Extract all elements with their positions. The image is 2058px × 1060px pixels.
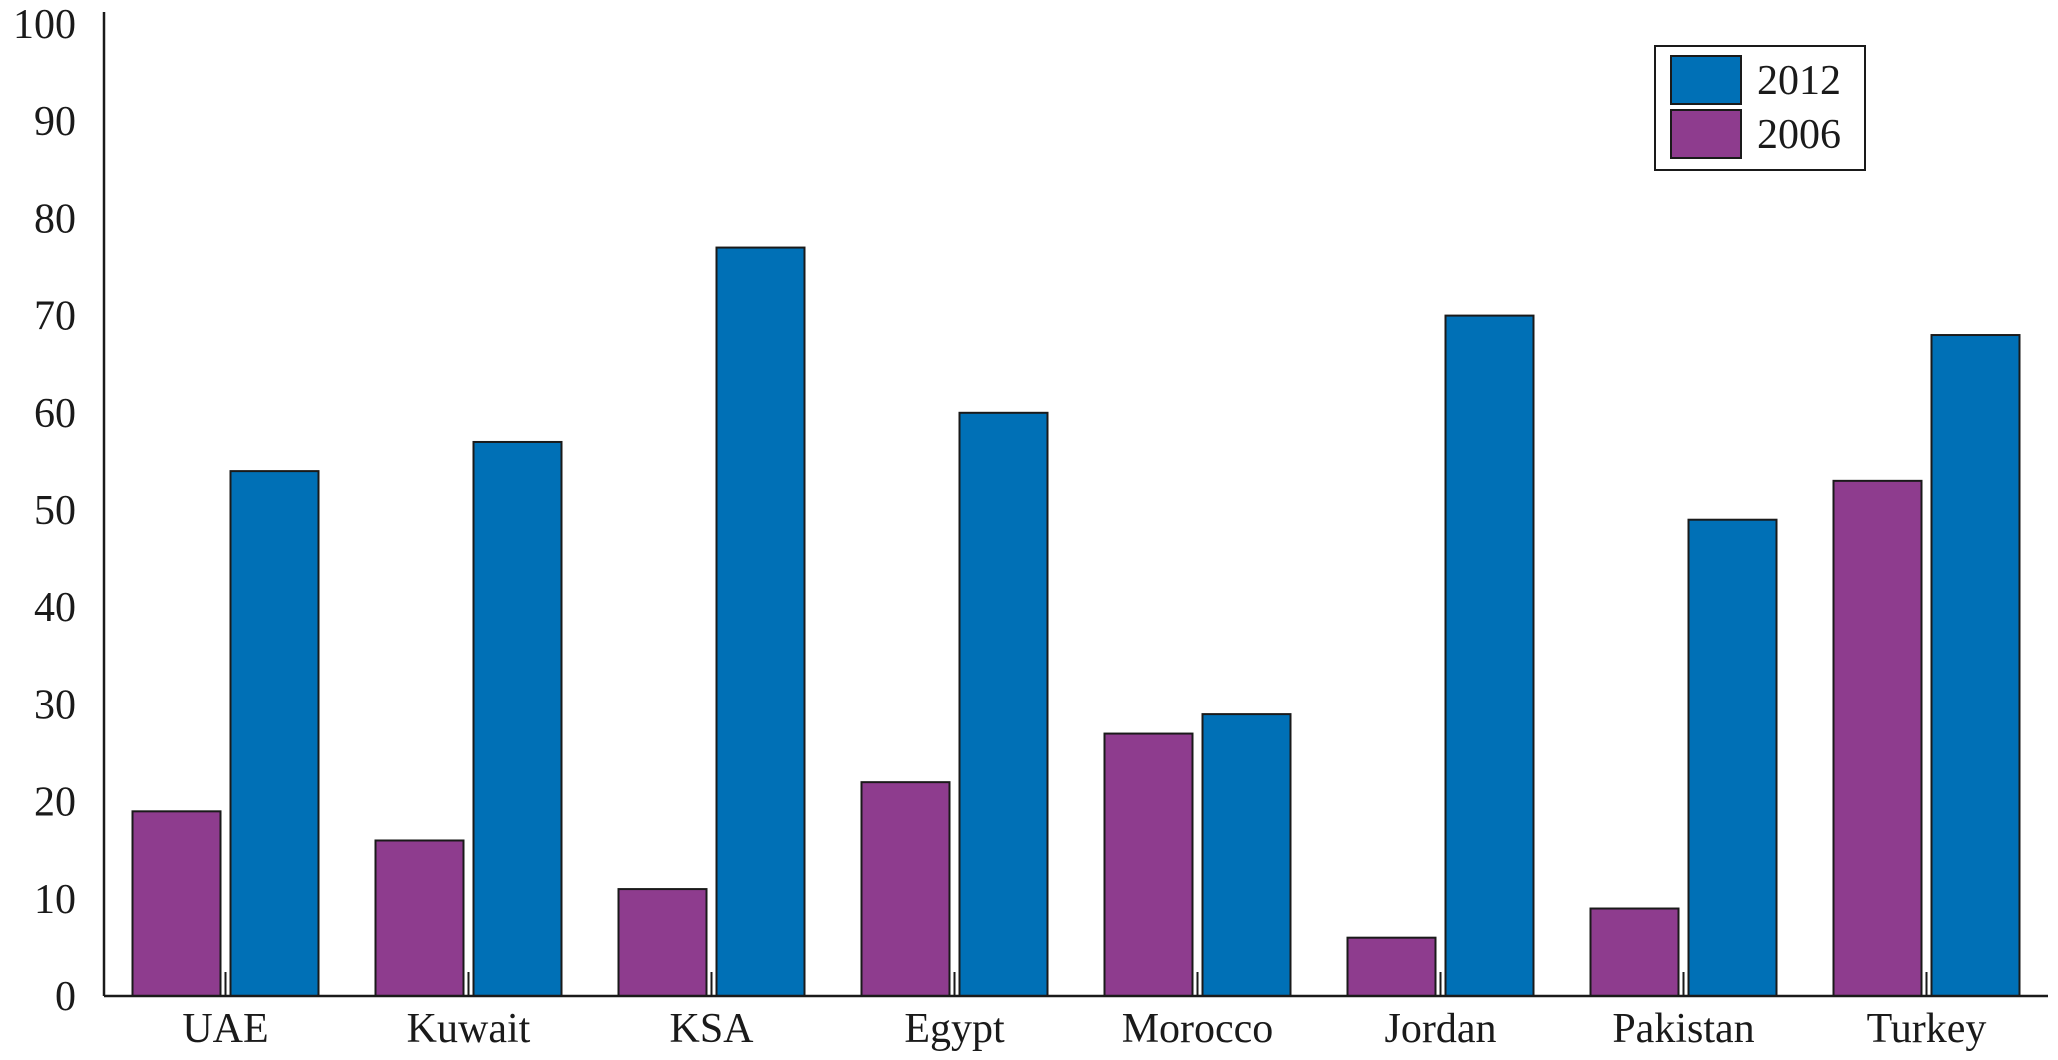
x-tick-label: Kuwait xyxy=(407,1006,531,1052)
bar-2006-egypt xyxy=(860,781,951,997)
y-ticks-group: 0 10 20 30 40 50 60 70 80 90 100 xyxy=(13,2,76,1020)
bar-2012-pakistan xyxy=(1687,518,1778,997)
legend-label-2006: 2006 xyxy=(1757,112,1841,158)
x-tick-label: Turkey xyxy=(1867,1006,1987,1052)
y-tick-label: 90 xyxy=(34,99,76,145)
bar-2012-morocco xyxy=(1201,713,1292,997)
x-tick-label: Morocco xyxy=(1122,1006,1274,1052)
bar-2006-morocco xyxy=(1103,732,1194,997)
bar-2012-jordan xyxy=(1444,314,1535,998)
y-tick-label: 10 xyxy=(34,877,76,923)
x-tick-label: UAE xyxy=(182,1006,268,1052)
x-tick-label: Egypt xyxy=(904,1006,1005,1052)
legend-swatch-2012 xyxy=(1670,55,1742,105)
y-tick-label: 100 xyxy=(13,2,76,48)
x-tick-label: KSA xyxy=(669,1006,754,1052)
y-tick-label: 70 xyxy=(34,294,76,340)
y-tick-label: 60 xyxy=(34,391,76,437)
x-ticks-group: UAE Kuwait KSA Egypt Morocco Jordan Pakistan Tu… xyxy=(182,972,1986,1052)
y-tick-label: 40 xyxy=(34,585,76,631)
bar-2012-ksa xyxy=(715,246,806,997)
y-tick-label: 0 xyxy=(55,974,76,1020)
y-tick-label: 50 xyxy=(34,488,76,534)
bar-2006-turkey xyxy=(1832,479,1923,997)
x-tick-label: Jordan xyxy=(1385,1006,1497,1052)
bar-2006-kuwait xyxy=(374,839,465,997)
y-tick-label: 30 xyxy=(34,682,76,728)
bar-2012-uae xyxy=(229,470,320,997)
bar-2012-egypt xyxy=(958,411,1049,997)
y-tick-label: 20 xyxy=(34,780,76,826)
bar-2006-pakistan xyxy=(1589,907,1680,998)
legend-label-2012: 2012 xyxy=(1757,58,1841,104)
legend: 2012 2006 xyxy=(1654,45,1866,171)
legend-swatch-2006 xyxy=(1670,109,1742,159)
bar-2006-ksa xyxy=(617,888,708,998)
bar-2006-uae xyxy=(131,810,222,997)
bar-2012-turkey xyxy=(1930,334,2021,998)
axes-group xyxy=(102,12,2048,998)
y-tick-label: 80 xyxy=(34,196,76,242)
x-tick-label: Pakistan xyxy=(1612,1006,1754,1052)
bar-2012-kuwait xyxy=(472,440,563,997)
bars-group xyxy=(131,246,2021,998)
bar-2006-jordan xyxy=(1346,936,1437,997)
